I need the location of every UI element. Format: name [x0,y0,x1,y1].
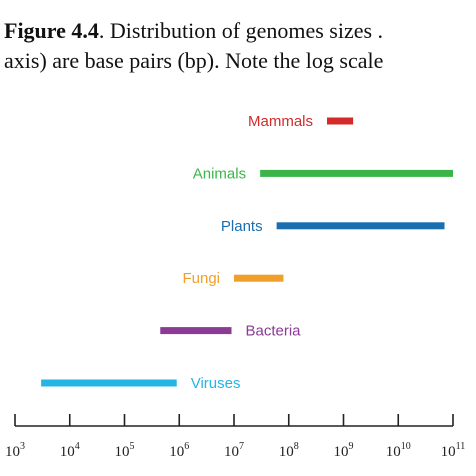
label-animals: Animals [193,165,246,182]
label-fungi: Fungi [182,270,220,287]
bar-viruses [41,379,177,387]
x-tick-label-7: 107 [224,441,244,460]
bar-animals [260,169,453,177]
x-axis: 103 104 105 106 107 108 109 1010 1011 [5,414,465,460]
label-viruses: Viruses [191,375,241,392]
caption-text-1: . Distribution of genomes sizes . [98,18,384,43]
bar-mammals [327,117,354,125]
label-mammals: Mammals [248,113,313,130]
range-bars: Mammals Animals Plants Fungi Bacteria Viruses [41,113,453,392]
x-tick-label-11: 1011 [441,441,466,460]
bar-bacteria [160,327,232,335]
label-plants: Plants [221,218,263,235]
figure-number: Figure 4.4 [4,18,99,43]
x-tick-label-9: 109 [334,441,354,460]
caption-line-2: axis) are base pairs (bp). Note the log … [4,48,384,73]
x-tick-label-3: 103 [5,441,25,460]
caption-line-1: Figure 4.4. Distribution of genomes size… [4,16,476,46]
bar-plants [276,222,445,230]
x-tick-label-5: 105 [115,441,135,460]
figure-caption: Figure 4.4. Distribution of genomes size… [4,16,476,76]
label-bacteria: Bacteria [245,323,301,340]
x-tick-label-6: 106 [169,441,189,460]
bar-fungi [234,274,284,282]
x-tick-label-4: 104 [60,441,80,460]
x-tick-label-10: 1010 [386,441,411,460]
x-tick-label-8: 108 [279,441,299,460]
